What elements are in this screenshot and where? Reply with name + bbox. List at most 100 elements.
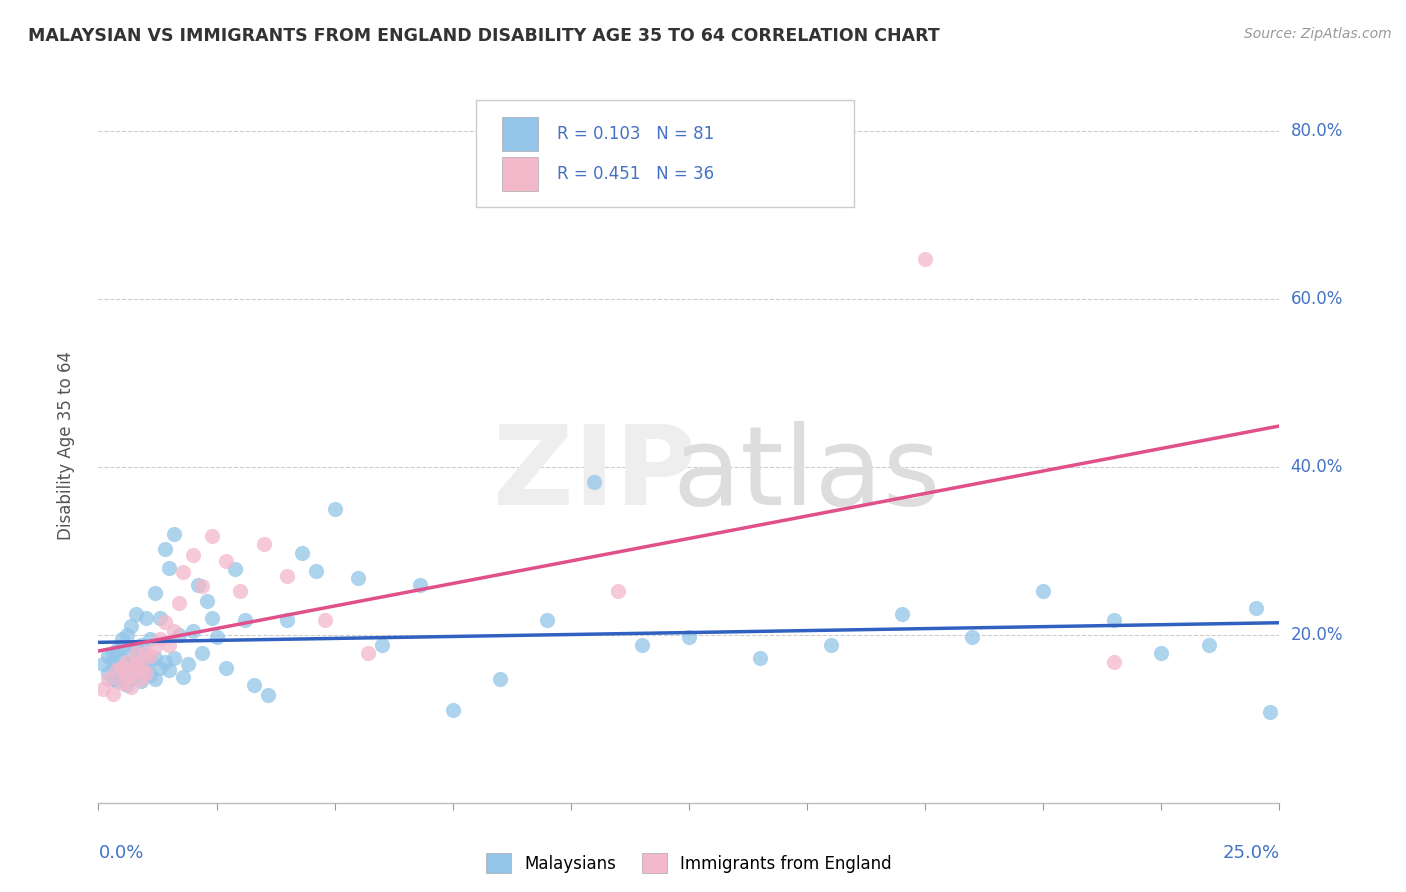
Point: [201, 611, 224, 625]
Point: [195, 594, 218, 608]
Point: [172, 565, 194, 579]
Point: [129, 638, 152, 652]
Point: [101, 672, 124, 686]
Point: [139, 668, 162, 682]
Point: [187, 577, 209, 591]
Point: [125, 640, 148, 655]
Point: [149, 632, 172, 646]
FancyBboxPatch shape: [477, 100, 855, 207]
Point: [101, 687, 124, 701]
Point: [139, 632, 162, 646]
Point: [105, 674, 128, 689]
Text: R = 0.451   N = 36: R = 0.451 N = 36: [557, 165, 714, 183]
Point: [177, 657, 200, 672]
Bar: [502, 157, 537, 191]
Point: [371, 638, 394, 652]
Point: [290, 546, 312, 560]
Point: [1032, 584, 1054, 599]
Point: [1102, 655, 1125, 669]
Point: [347, 571, 370, 585]
Text: 0.0%: 0.0%: [98, 845, 143, 863]
Point: [115, 661, 138, 675]
Point: [191, 646, 214, 660]
Point: [215, 661, 238, 675]
Text: 25.0%: 25.0%: [1222, 845, 1279, 863]
Point: [135, 646, 157, 660]
Point: [167, 628, 190, 642]
Point: [441, 703, 464, 717]
Point: [91, 657, 114, 672]
Point: [408, 577, 430, 591]
Point: [157, 638, 180, 652]
Point: [129, 659, 152, 673]
Point: [305, 564, 328, 578]
Point: [135, 663, 157, 677]
Point: [201, 529, 224, 543]
Point: [129, 672, 152, 686]
Point: [101, 655, 124, 669]
Point: [143, 586, 166, 600]
Point: [489, 672, 512, 686]
Point: [91, 682, 114, 697]
Point: [135, 665, 157, 680]
Text: Source: ZipAtlas.com: Source: ZipAtlas.com: [1244, 27, 1392, 41]
Point: [914, 252, 936, 266]
Point: [205, 630, 228, 644]
Point: [105, 663, 128, 677]
Point: [125, 646, 148, 660]
Point: [125, 655, 148, 669]
Point: [181, 548, 204, 562]
Point: [153, 655, 176, 669]
Point: [607, 584, 630, 599]
Point: [167, 596, 190, 610]
Point: [678, 630, 700, 644]
Text: 40.0%: 40.0%: [1291, 458, 1343, 476]
Point: [157, 663, 180, 677]
Point: [890, 607, 912, 621]
Point: [105, 643, 128, 657]
Point: [243, 678, 266, 692]
Point: [121, 619, 143, 633]
Point: [215, 554, 238, 568]
Text: 80.0%: 80.0%: [1291, 122, 1343, 140]
Point: [357, 646, 380, 660]
Point: [115, 678, 138, 692]
Point: [139, 653, 162, 667]
Point: [143, 672, 166, 686]
Point: [97, 648, 120, 663]
Point: [115, 628, 138, 642]
Point: [1258, 705, 1281, 719]
Point: [820, 638, 842, 652]
Text: atlas: atlas: [673, 421, 941, 528]
Point: [224, 562, 246, 576]
Point: [163, 651, 186, 665]
Text: R = 0.103   N = 81: R = 0.103 N = 81: [557, 125, 714, 143]
Point: [314, 613, 336, 627]
Point: [536, 613, 558, 627]
Point: [253, 537, 276, 551]
Point: [143, 640, 166, 655]
Point: [276, 613, 298, 627]
Point: [111, 670, 134, 684]
Point: [172, 670, 194, 684]
Legend: Malaysians, Immigrants from England: Malaysians, Immigrants from England: [479, 847, 898, 880]
Point: [97, 672, 120, 686]
Point: [143, 651, 166, 665]
Point: [121, 646, 143, 660]
Point: [135, 648, 157, 663]
Point: [125, 607, 148, 621]
Point: [149, 611, 172, 625]
Point: [125, 668, 148, 682]
Point: [111, 632, 134, 646]
Point: [139, 648, 162, 663]
Point: [115, 655, 138, 669]
Point: [748, 651, 770, 665]
Point: [105, 660, 128, 674]
Point: [257, 689, 280, 703]
Point: [191, 579, 214, 593]
Point: [149, 661, 172, 675]
Y-axis label: Disability Age 35 to 64: Disability Age 35 to 64: [56, 351, 75, 541]
Point: [323, 502, 346, 516]
Point: [181, 624, 204, 638]
Point: [121, 657, 143, 672]
